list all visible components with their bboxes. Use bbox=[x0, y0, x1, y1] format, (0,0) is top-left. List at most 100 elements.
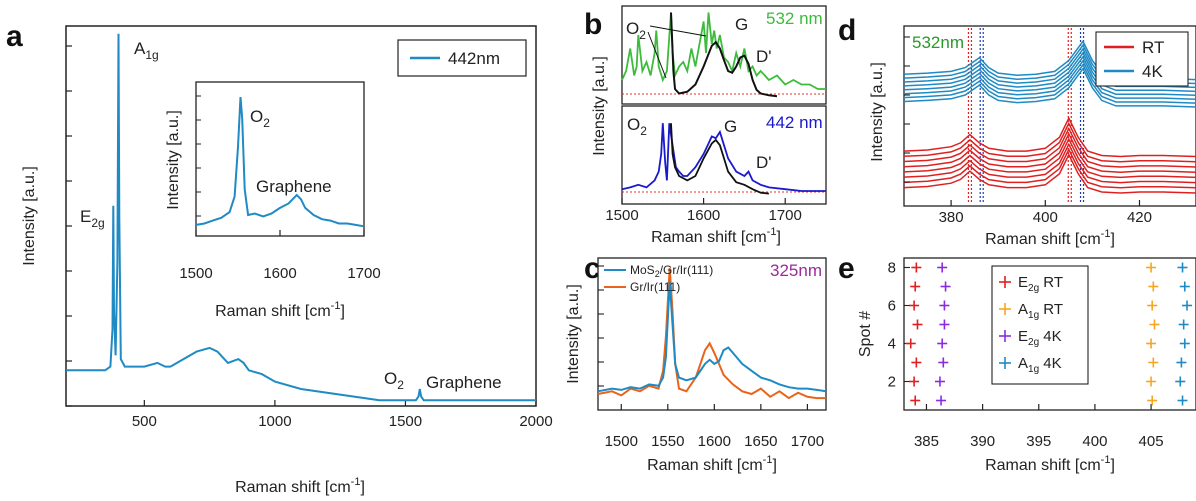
annotation-o2: O2 bbox=[384, 369, 404, 392]
panel-e-point bbox=[911, 357, 922, 368]
panel-e-point bbox=[936, 395, 947, 406]
panel-d-label: d bbox=[838, 14, 856, 47]
panel-a-xtick-label: 1500 bbox=[389, 413, 422, 430]
panel-e-ytick-label: 4 bbox=[888, 336, 896, 353]
panel-b-442-label: 442 nm bbox=[766, 113, 823, 132]
panel-e-point bbox=[1176, 357, 1187, 368]
panel-b: b 1500 1600 1700 Intensity [a.u.] Raman sh… bbox=[584, 5, 827, 246]
panel-b-ylabel: Intensity [a.u.] bbox=[591, 56, 608, 156]
panel-b-532-spectrum bbox=[621, 12, 826, 90]
panel-e-xtick-label: 400 bbox=[1082, 433, 1107, 450]
panel-b-o2-arrow-1 bbox=[647, 31, 667, 79]
panel-b-bottom-dprime: D' bbox=[756, 153, 772, 172]
panel-e-label: e bbox=[838, 252, 855, 285]
panel-a-inset-xtick-label: 1600 bbox=[263, 265, 296, 282]
panel-e-xtick-label: 395 bbox=[1026, 433, 1051, 450]
panel-e-point bbox=[939, 300, 950, 311]
panel-a-axes bbox=[65, 25, 537, 407]
panel-e-point bbox=[1146, 338, 1157, 349]
annotation-e2g: E2g bbox=[80, 207, 105, 230]
panel-d-ylabel: Intensity [a.u.] bbox=[869, 62, 886, 162]
annotation-a1g: A1g bbox=[134, 39, 159, 62]
panel-e-point bbox=[1147, 300, 1158, 311]
panel-b-xtick-label: 1500 bbox=[605, 207, 638, 224]
panel-e-legend-entries: E2g RT A1g RT E2g 4K A1g 4K bbox=[999, 274, 1063, 375]
panel-d-rt-curve bbox=[903, 132, 1196, 173]
panel-e-point bbox=[938, 357, 949, 368]
panel-d-xlabel: Raman shift [cm-1] bbox=[985, 228, 1115, 248]
panel-c-gr-series bbox=[597, 267, 826, 400]
panel-e-point bbox=[905, 338, 916, 349]
panel-c-legend-gr: Gr/Ir(111) bbox=[630, 280, 680, 294]
panel-a: a 500 1000 1500 2000 Intensity [a.u.] Raman… bbox=[6, 20, 553, 496]
panel-e-point bbox=[939, 319, 950, 330]
panel-a-xlabel: Raman shift [cm-1] bbox=[235, 476, 365, 496]
panel-b-top-dprime: D' bbox=[756, 47, 772, 66]
panel-d-rt-curve bbox=[903, 153, 1196, 194]
inset-annotation-graphene: Graphene bbox=[256, 177, 332, 196]
panel-a-inset-ticks: 1500 1600 1700 bbox=[179, 95, 381, 282]
panel-e-point bbox=[940, 281, 951, 292]
panel-b-532-label: 532 nm bbox=[766, 9, 823, 28]
panel-c-axes bbox=[597, 257, 827, 411]
panel-b-442-spectrum bbox=[621, 123, 826, 192]
panel-b-ticks: 1500 1600 1700 bbox=[605, 198, 802, 224]
panel-e-point bbox=[1148, 281, 1159, 292]
panel-a-xtick-label: 500 bbox=[132, 413, 157, 430]
panel-a-inset-series-line bbox=[195, 97, 365, 228]
panel-e-ytick-label: 2 bbox=[888, 374, 896, 391]
panel-d-rt-curve bbox=[903, 116, 1196, 158]
panel-e-point bbox=[912, 319, 923, 330]
panel-e-point bbox=[1147, 395, 1158, 406]
panel-d-4k-curve bbox=[903, 51, 1196, 93]
panel-e-points bbox=[905, 262, 1193, 406]
panel-e-point bbox=[1149, 319, 1160, 330]
panel-c-xtick-label: 1650 bbox=[744, 433, 777, 450]
panel-b-label: b bbox=[584, 8, 602, 41]
panel-a-inset-xtick-label: 1700 bbox=[347, 265, 380, 282]
panel-e-ylabel: Spot # bbox=[857, 311, 874, 357]
panel-e-point bbox=[1146, 262, 1157, 273]
panel-d-rt-curve bbox=[903, 147, 1196, 189]
panel-e-point bbox=[1177, 262, 1188, 273]
panel-b-xtick-label: 1600 bbox=[687, 207, 720, 224]
panel-e-point bbox=[1179, 281, 1190, 292]
panel-e-point bbox=[909, 376, 920, 387]
panel-c-label: c bbox=[584, 252, 601, 285]
inset-annotation-o2: O2 bbox=[250, 107, 270, 130]
panel-d-wavelength: 532nm bbox=[912, 33, 964, 52]
panel-a-label: a bbox=[6, 20, 23, 53]
panel-a-inset-xtick-label: 1500 bbox=[179, 265, 212, 282]
panel-e-ytick-label: 6 bbox=[888, 298, 896, 315]
panel-c: c 1500 1550 1600 1650 1700 Intensity [a.u.] … bbox=[565, 252, 827, 474]
panel-a-ylabel: Intensity [a.u.] bbox=[21, 166, 38, 266]
panel-e-legend-label: A1g RT bbox=[1018, 301, 1063, 321]
panel-e-point bbox=[910, 281, 921, 292]
panel-d-rt-curve bbox=[903, 137, 1196, 179]
panel-c-xtick-label: 1600 bbox=[698, 433, 731, 450]
panel-d-4k-curve bbox=[903, 59, 1196, 100]
panel-d-4k-curve bbox=[903, 67, 1196, 108]
panel-e-point bbox=[1148, 357, 1159, 368]
panel-a-xtick-label: 1000 bbox=[258, 413, 291, 430]
panel-d-4k-curve bbox=[903, 63, 1196, 104]
panel-c-ylabel: Intensity [a.u.] bbox=[565, 284, 582, 384]
panel-c-xtick-label: 1700 bbox=[791, 433, 824, 450]
panel-c-mos2-series bbox=[597, 281, 827, 393]
panel-b-xtick-label: 1700 bbox=[769, 207, 802, 224]
panel-b-bottom-g: G bbox=[724, 117, 737, 136]
panel-d-xtick-label: 380 bbox=[939, 209, 964, 226]
panel-d-legend-4k: 4K bbox=[1142, 62, 1163, 81]
panel-d-rt-curve bbox=[903, 121, 1196, 163]
panel-d-rt-curve bbox=[903, 126, 1196, 168]
panel-c-legend-mos2: MoS2/Gr/Ir(111) bbox=[630, 263, 713, 279]
panel-e-point bbox=[1182, 300, 1193, 311]
panel-e-xtick-label: 405 bbox=[1139, 433, 1164, 450]
panel-e-xlabel: Raman shift [cm-1] bbox=[985, 454, 1115, 474]
panel-b-bottom-axes bbox=[621, 105, 827, 205]
annotation-graphene: Graphene bbox=[426, 373, 502, 392]
panel-e-legend bbox=[991, 265, 1089, 385]
panel-c-wavelength: 325nm bbox=[770, 261, 822, 280]
panel-a-inset-axes bbox=[195, 81, 365, 237]
